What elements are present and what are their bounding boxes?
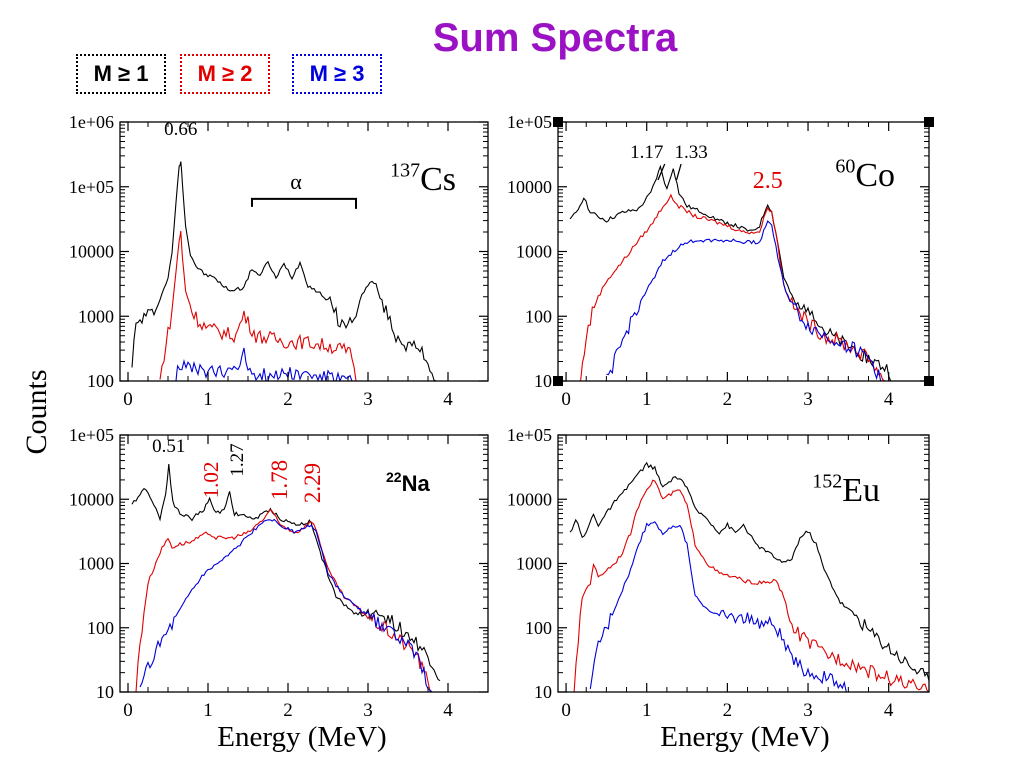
series-line-3 [175,347,353,381]
peak-annotation: α [290,169,302,194]
page-title: Sum Spectra [432,16,678,60]
y-tick-label: 10 [534,682,552,702]
x-axis-label-left: Energy (MeV) [217,721,386,753]
y-tick-label: 10 [534,371,552,391]
y-tick-label: 1000 [516,554,552,574]
x-tick-label: 1 [642,700,652,721]
x-tick-label: 3 [363,389,373,410]
peak-annotation: 1.78 [267,460,292,500]
x-tick-label: 3 [803,700,813,721]
x-tick-label: 0 [561,389,571,410]
series-line-3 [589,521,849,692]
isotope-symbol: Eu [842,472,880,509]
x-tick-label: 4 [443,389,453,410]
y-tick-label: 1000 [78,306,114,326]
series-line-1 [131,463,441,682]
x-tick-label: 3 [363,700,373,721]
corner-marker [553,376,563,386]
y-tick-label: 1e+05 [69,425,114,445]
alpha-bracket [251,197,357,209]
isotope-label: 22Na [386,469,430,496]
series-line-2 [580,193,885,381]
x-tick-label: 2 [283,389,293,410]
peak-annotation: 1.33 [674,142,707,163]
series-line-1 [569,164,893,381]
series-line-3 [606,220,882,381]
isotope-mass: 137 [390,159,420,181]
isotope-label: 60Co [835,155,895,194]
series-line-1 [131,161,437,381]
y-tick-label: 100 [525,306,552,326]
x-tick-label: 3 [803,389,813,410]
y-tick-label: 10000 [507,177,552,197]
y-tick-label: 1000 [516,242,552,262]
peak-annotation: 2.29 [300,463,325,503]
legend-m3: M ≥ 3 [292,54,382,94]
series-line-1 [569,461,929,681]
legend-m1: M ≥ 1 [76,54,166,94]
peak-annotation: 1.27 [227,443,248,476]
x-tick-label: 2 [723,389,733,410]
series-line-2 [135,508,433,692]
series-line-2 [159,230,357,381]
legend-m2-label: M ≥ 2 [197,61,253,86]
x-tick-label: 0 [123,389,133,410]
y-tick-label: 10000 [69,489,114,509]
x-tick-label: 4 [884,700,894,721]
isotope-label: 137Cs [390,159,456,198]
legend-m3-label: M ≥ 3 [309,61,365,86]
corner-marker [924,117,934,127]
series-line-2 [573,479,929,692]
y-tick-label: 10000 [69,242,114,262]
isotope-symbol: Na [402,471,431,496]
corner-marker [553,117,563,127]
x-axis-label-right: Energy (MeV) [660,721,829,753]
x-tick-label: 0 [561,700,571,721]
corner-marker [924,376,934,386]
panel-cs: 0 1 2 3 4 100 1000 10000 1e+05 1e+06 137Cs 0.66 α [69,112,489,410]
isotope-mass: 22 [386,469,402,485]
x-tick-label: 2 [283,700,293,721]
peak-annotation: 0.66 [164,119,197,140]
peak-annotation: 0.51 [152,436,185,457]
x-tick-label: 1 [203,389,213,410]
legend-m1-label: M ≥ 1 [93,61,149,86]
isotope-label: 152Eu [812,470,880,509]
y-axis-label: Counts [20,369,53,454]
x-tick-label: 1 [642,389,652,410]
isotope-mass: 152 [812,470,842,492]
x-tick-label: 4 [884,389,894,410]
panel-co: 0 1 2 3 4 10 100 1000 10000 1e+05 60Co 1.17 1.33 2.5 [507,112,930,410]
y-tick-label: 10 [96,682,114,702]
x-tick-label: 4 [443,700,453,721]
y-tick-label: 1e+05 [507,425,552,445]
y-tick-label: 100 [525,618,552,638]
panel-eu: 0 1 2 3 4 10 100 1000 10000 1e+05 152Eu [507,425,930,721]
isotope-mass: 60 [835,155,855,177]
series-line-3 [139,518,433,692]
x-tick-label: 2 [723,700,733,721]
isotope-symbol: Co [855,157,895,194]
y-tick-label: 100 [87,618,114,638]
y-tick-label: 1e+05 [69,177,114,197]
y-tick-label: 100 [87,371,114,391]
x-tick-label: 1 [203,700,213,721]
panel-na: 0 1 2 3 4 10 100 1000 10000 1e+05 22Na 0.51 1.021.27… [69,425,489,721]
y-tick-label: 1000 [78,554,114,574]
y-tick-label: 1e+05 [507,112,552,132]
x-tick-label: 0 [123,700,133,721]
peak-annotation: 1.02 [199,462,223,499]
legend-m2: M ≥ 2 [180,54,270,94]
peak-annotation: 2.5 [753,168,783,194]
isotope-symbol: Cs [420,161,456,198]
y-tick-label: 1e+06 [69,112,114,132]
y-tick-label: 10000 [507,489,552,509]
peak-annotation: 1.17 [630,142,663,163]
